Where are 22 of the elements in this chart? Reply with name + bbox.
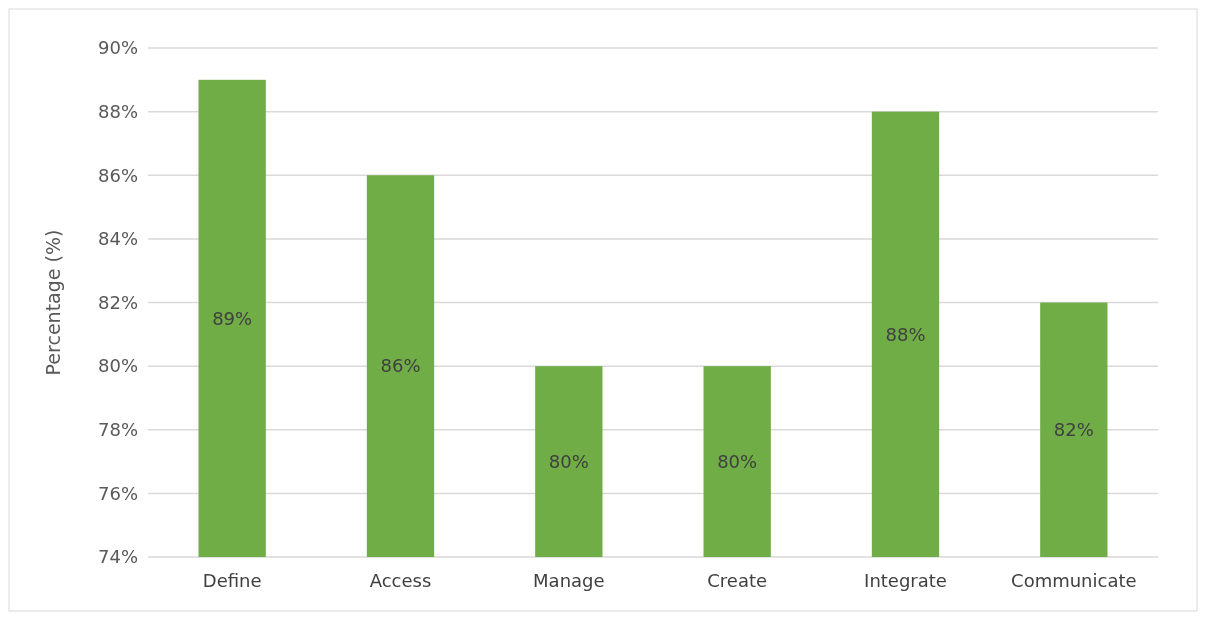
x-tick-label: Communicate xyxy=(1011,570,1137,591)
y-tick-label: 86% xyxy=(97,164,138,186)
data-label: 80% xyxy=(548,450,589,472)
x-tick-label: Access xyxy=(369,570,432,591)
x-tick-label: Define xyxy=(202,570,262,591)
y-tick-label: 88% xyxy=(97,100,138,122)
x-tick-label: Create xyxy=(707,570,768,591)
data-label: 86% xyxy=(380,355,421,377)
y-axis-title: Percentage (%) xyxy=(42,229,64,376)
x-tick-label: Manage xyxy=(533,570,605,591)
x-tick-label: Integrate xyxy=(864,570,947,591)
y-tick-label: 80% xyxy=(97,355,138,377)
y-tick-label: 76% xyxy=(97,482,138,504)
data-label: 88% xyxy=(885,323,926,345)
data-label: 80% xyxy=(717,450,758,472)
y-tick-label: 82% xyxy=(97,291,138,313)
y-tick-label: 78% xyxy=(97,419,138,441)
y-tick-label: 90% xyxy=(97,37,138,59)
y-tick-label: 84% xyxy=(97,228,138,250)
data-label: 82% xyxy=(1053,419,1094,441)
data-label: 89% xyxy=(212,307,253,329)
y-tick-label: 74% xyxy=(97,546,138,568)
